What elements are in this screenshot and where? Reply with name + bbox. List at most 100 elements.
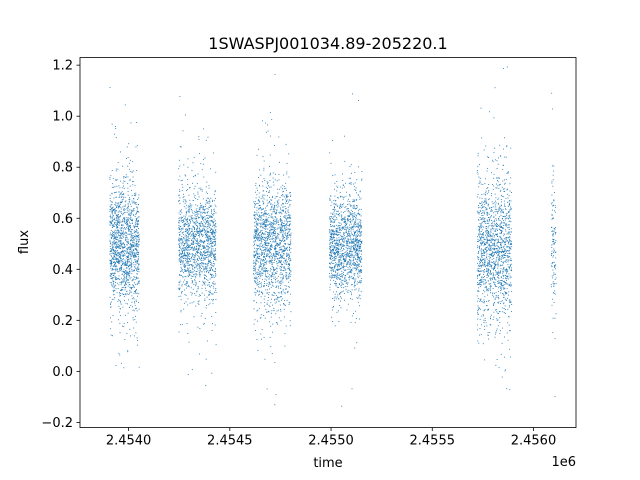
data-point bbox=[188, 228, 190, 230]
data-point bbox=[359, 245, 361, 247]
data-point bbox=[126, 278, 128, 280]
scatter-points bbox=[109, 66, 557, 407]
data-point bbox=[338, 264, 340, 266]
data-point bbox=[208, 214, 210, 216]
data-point bbox=[260, 291, 262, 293]
data-point bbox=[136, 219, 137, 221]
data-point bbox=[347, 271, 349, 273]
data-point bbox=[259, 224, 261, 226]
data-point bbox=[359, 270, 361, 272]
data-point bbox=[191, 275, 193, 277]
data-point bbox=[258, 199, 260, 201]
data-point bbox=[117, 259, 119, 261]
data-point bbox=[286, 272, 288, 274]
data-point bbox=[261, 253, 263, 255]
data-point bbox=[263, 286, 265, 288]
data-point bbox=[121, 258, 123, 260]
data-point bbox=[347, 263, 349, 265]
data-point bbox=[133, 210, 135, 212]
data-point bbox=[129, 209, 131, 211]
data-point bbox=[117, 220, 119, 222]
data-point bbox=[213, 218, 215, 220]
data-point bbox=[189, 186, 191, 188]
data-point bbox=[188, 245, 190, 247]
data-point bbox=[138, 236, 140, 238]
data-point bbox=[200, 255, 202, 256]
data-point bbox=[333, 234, 335, 236]
data-point bbox=[129, 168, 130, 170]
data-point bbox=[133, 264, 135, 266]
data-point bbox=[189, 275, 191, 277]
data-point bbox=[253, 234, 255, 236]
data-point bbox=[186, 261, 188, 263]
data-point bbox=[131, 243, 133, 245]
data-point bbox=[122, 255, 124, 257]
data-point bbox=[263, 254, 265, 256]
data-point bbox=[187, 166, 189, 168]
data-point bbox=[332, 231, 334, 233]
data-point bbox=[189, 232, 191, 234]
data-point bbox=[269, 321, 271, 323]
data-point bbox=[359, 298, 361, 300]
data-point bbox=[183, 224, 185, 226]
data-point bbox=[338, 265, 340, 266]
data-point bbox=[188, 246, 190, 248]
data-point bbox=[201, 268, 202, 269]
data-point bbox=[277, 242, 278, 244]
data-point bbox=[128, 273, 129, 275]
data-point bbox=[215, 275, 217, 277]
data-point bbox=[215, 289, 217, 291]
data-point bbox=[357, 256, 359, 258]
data-point bbox=[209, 285, 210, 287]
data-point bbox=[124, 271, 126, 273]
data-point bbox=[211, 315, 213, 317]
data-point bbox=[197, 226, 199, 228]
data-point bbox=[115, 246, 117, 248]
data-point bbox=[111, 234, 113, 236]
data-point bbox=[120, 293, 122, 294]
data-point bbox=[190, 244, 191, 246]
data-point bbox=[329, 218, 331, 220]
data-point bbox=[274, 276, 276, 278]
data-point bbox=[337, 210, 339, 212]
data-point bbox=[134, 236, 136, 238]
data-point bbox=[125, 217, 127, 219]
data-point bbox=[342, 237, 344, 239]
data-point bbox=[183, 215, 185, 217]
data-point bbox=[135, 213, 137, 215]
data-point bbox=[279, 296, 281, 298]
data-point bbox=[211, 329, 213, 331]
data-point bbox=[261, 260, 263, 262]
data-point bbox=[191, 272, 193, 274]
data-point bbox=[184, 202, 186, 204]
data-point bbox=[193, 213, 195, 215]
data-point bbox=[346, 279, 347, 281]
data-point bbox=[261, 338, 263, 340]
data-point bbox=[197, 263, 199, 264]
data-point bbox=[129, 258, 131, 260]
data-point bbox=[283, 253, 285, 255]
data-point bbox=[117, 225, 118, 227]
data-point bbox=[212, 250, 214, 252]
data-point bbox=[112, 209, 114, 211]
data-point bbox=[181, 236, 183, 238]
data-point bbox=[282, 278, 284, 280]
data-point bbox=[136, 268, 138, 270]
data-point bbox=[188, 341, 190, 343]
data-point bbox=[267, 224, 269, 226]
data-point bbox=[110, 273, 112, 275]
data-point bbox=[286, 194, 288, 196]
data-point bbox=[182, 186, 184, 188]
data-point bbox=[271, 258, 273, 260]
data-point bbox=[202, 280, 204, 282]
data-point bbox=[195, 259, 197, 261]
data-point bbox=[187, 247, 189, 249]
data-point bbox=[286, 195, 288, 197]
data-point bbox=[211, 251, 213, 253]
data-point bbox=[338, 264, 339, 265]
data-point bbox=[126, 276, 128, 278]
data-point bbox=[110, 237, 112, 239]
data-point bbox=[198, 230, 200, 232]
data-point bbox=[329, 240, 331, 241]
data-point bbox=[120, 193, 122, 195]
